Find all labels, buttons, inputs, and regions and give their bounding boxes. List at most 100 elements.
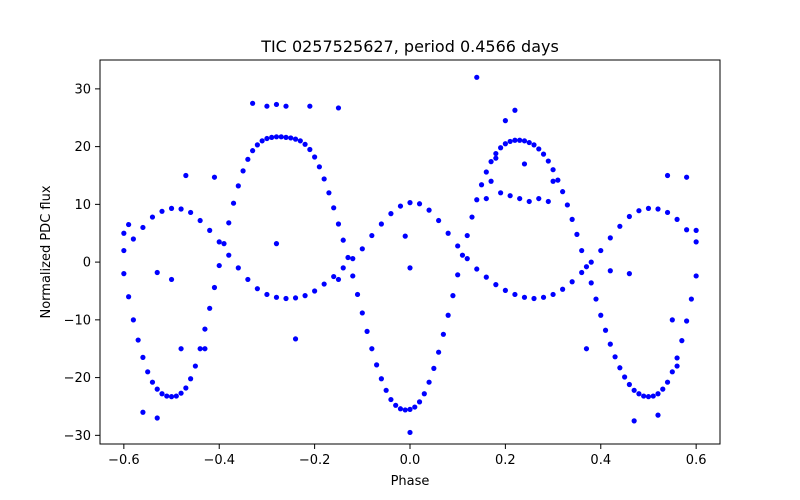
data-point <box>369 346 375 352</box>
data-point <box>517 137 523 143</box>
data-point <box>669 317 675 323</box>
data-point <box>693 273 699 279</box>
data-point <box>240 168 246 174</box>
data-point <box>521 294 528 300</box>
data-point <box>340 237 346 243</box>
data-point <box>178 346 184 352</box>
data-point <box>273 134 280 140</box>
data-point <box>636 208 642 214</box>
data-point <box>540 294 547 300</box>
data-point <box>264 103 270 109</box>
data-point <box>550 167 556 173</box>
data-point <box>226 252 232 258</box>
data-point <box>359 246 365 252</box>
data-point <box>307 103 313 109</box>
data-point <box>312 154 318 160</box>
data-point <box>493 150 499 157</box>
data-point <box>183 385 189 391</box>
data-point <box>140 224 146 231</box>
data-point <box>416 399 423 405</box>
data-point <box>631 387 637 393</box>
data-point <box>202 326 208 332</box>
data-point <box>331 205 337 211</box>
data-point <box>154 269 160 276</box>
data-point <box>617 365 623 371</box>
data-point <box>507 138 513 145</box>
y-tick-label: −30 <box>64 429 91 444</box>
data-point <box>660 386 666 392</box>
data-point <box>536 146 542 152</box>
data-point <box>245 156 251 162</box>
data-point <box>364 328 370 334</box>
data-point <box>130 317 136 323</box>
x-axis-label: Phase <box>391 474 430 489</box>
data-point <box>498 190 504 196</box>
data-point <box>583 264 590 270</box>
data-point <box>297 138 303 144</box>
data-point <box>188 376 194 382</box>
data-point <box>674 216 680 222</box>
data-point <box>235 183 241 189</box>
data-point <box>664 379 671 385</box>
y-tick-label: 0 <box>83 256 91 271</box>
data-point <box>521 161 528 167</box>
data-point <box>421 391 427 397</box>
data-point <box>655 206 661 212</box>
data-point <box>335 105 342 111</box>
data-point <box>679 338 685 344</box>
data-point <box>283 295 289 302</box>
data-point <box>230 200 237 206</box>
data-point <box>512 137 518 143</box>
data-point <box>445 230 451 236</box>
data-point <box>607 341 613 347</box>
data-point <box>292 136 299 142</box>
data-point <box>221 241 227 247</box>
data-point <box>211 174 218 180</box>
data-point <box>664 209 671 216</box>
x-tick-label: −0.4 <box>203 453 235 468</box>
data-point <box>512 107 518 113</box>
data-point <box>684 318 690 324</box>
data-point <box>607 268 613 274</box>
data-point <box>579 247 585 254</box>
data-point <box>521 138 528 144</box>
data-point <box>292 295 299 301</box>
data-point <box>183 172 189 179</box>
data-point <box>312 288 318 294</box>
data-point <box>378 376 384 382</box>
data-point <box>569 216 575 222</box>
y-tick-label: 10 <box>74 198 91 213</box>
data-point <box>397 203 404 209</box>
data-point <box>121 271 127 277</box>
data-point <box>402 407 408 413</box>
data-point <box>140 409 146 415</box>
data-point <box>545 158 551 164</box>
data-point <box>426 379 432 385</box>
data-point <box>149 379 156 385</box>
data-point <box>588 259 594 265</box>
data-point <box>474 74 480 80</box>
data-point <box>626 271 632 277</box>
data-point <box>207 305 213 311</box>
data-point <box>216 262 222 269</box>
plot-frame <box>99 59 721 445</box>
data-point <box>641 393 647 399</box>
data-point <box>273 101 280 108</box>
data-point <box>340 265 346 271</box>
data-point <box>254 286 260 292</box>
data-point <box>168 276 175 283</box>
data-point <box>598 312 604 318</box>
x-tick-label: 0.2 <box>495 453 516 468</box>
data-point <box>693 239 699 245</box>
y-tick-label: 30 <box>74 82 91 97</box>
chart-title: TIC 0257525627, period 0.4566 days <box>260 37 559 56</box>
data-point <box>273 294 280 300</box>
data-point <box>383 387 389 393</box>
data-point <box>550 291 556 298</box>
x-axis: −0.6 −0.4 −0.2 0.0 0.2 0.4 0.6 <box>108 444 706 468</box>
data-point <box>278 134 284 140</box>
data-point <box>459 252 466 258</box>
data-point <box>564 202 570 208</box>
data-point <box>393 402 399 408</box>
